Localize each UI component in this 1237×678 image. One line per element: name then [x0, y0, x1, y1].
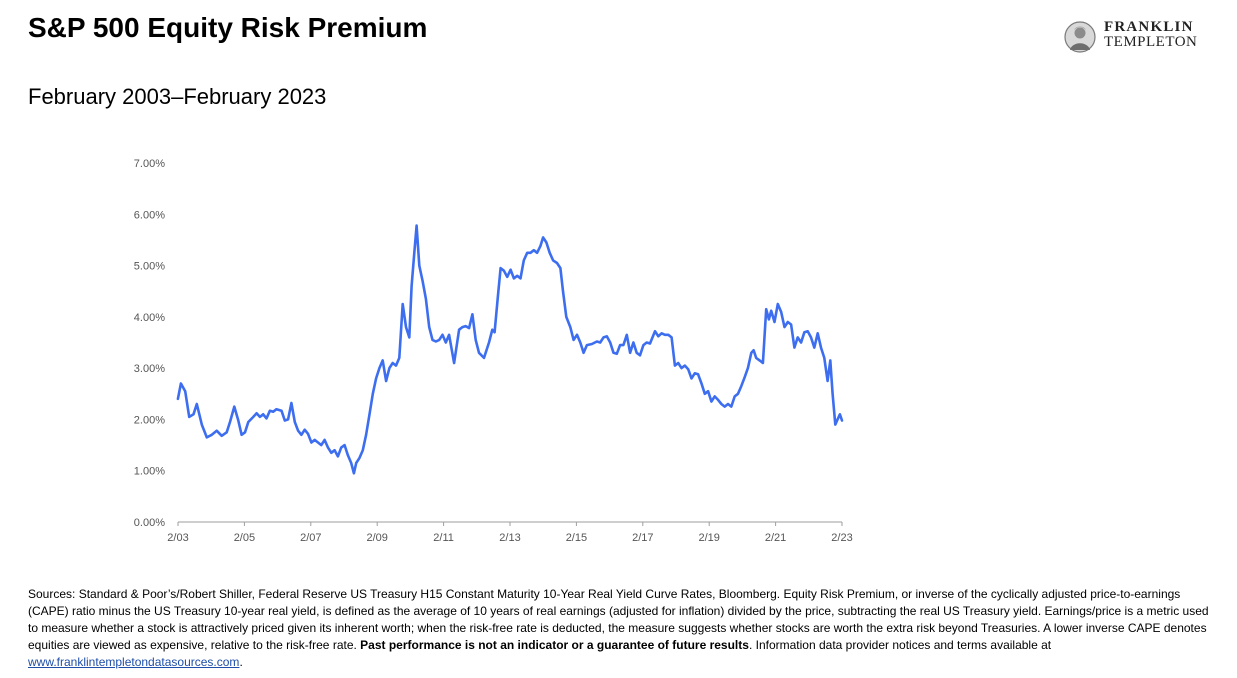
brand-line-1: FRANKLIN	[1104, 19, 1194, 35]
x-tick-label: 2/03	[167, 532, 188, 544]
footnote-end: .	[239, 655, 243, 669]
x-tick-label: 2/21	[765, 532, 786, 544]
y-tick-label: 0.00%	[134, 517, 165, 529]
brand-name: FRANKLIN TEMPLETON	[1104, 20, 1197, 50]
y-tick-label: 5.00%	[134, 261, 165, 273]
x-tick-label: 2/11	[433, 532, 454, 544]
datasources-link[interactable]: www.franklintempletondatasources.com	[28, 655, 240, 669]
equity-risk-premium-chart: 0.00% 1.00% 2.00% 3.00% 4.00% 5.00% 6.00% 7.00%…	[134, 158, 853, 544]
data-provider-notice: . Information data provider notices and …	[748, 638, 1052, 652]
y-tick-label: 7.00%	[134, 158, 165, 170]
page-title: S&P 500 Equity Risk Premium	[28, 12, 428, 43]
x-tick-label: 2/19	[698, 532, 719, 544]
x-tick-label: 2/09	[366, 532, 387, 544]
y-tick-label: 2.00%	[134, 414, 165, 426]
series-line	[176, 224, 844, 475]
x-tick-label: 2/23	[831, 532, 852, 544]
y-tick-label: 6.00%	[134, 209, 165, 221]
x-tick-label: 2/17	[632, 532, 653, 544]
franklin-medallion-icon	[1064, 21, 1096, 53]
y-tick-label: 4.00%	[134, 312, 165, 324]
brand-line-2: TEMPLETON	[1104, 34, 1198, 50]
sources-text: Sources: Standard & Poor’s/Robert Shille…	[28, 587, 1209, 652]
x-axis-tick-labels: 2/03 2/05 2/07 2/09 2/11 2/13 2/15 2/17 2/19 2/21…	[167, 532, 852, 544]
x-tick-label: 2/15	[566, 532, 587, 544]
page-subtitle: February 2003–February 2023	[28, 84, 327, 109]
sources-footnote: Sources: Standard & Poor’s/Robert Shille…	[28, 586, 1218, 671]
y-tick-label: 3.00%	[134, 363, 165, 375]
y-axis-tick-labels: 0.00% 1.00% 2.00% 3.00% 4.00% 5.00% 6.00% 7.00%	[134, 158, 165, 529]
y-tick-label: 1.00%	[134, 466, 165, 478]
x-tick-label: 2/07	[300, 532, 321, 544]
x-tick-label: 2/05	[234, 532, 255, 544]
x-axis-ticks	[177, 522, 843, 526]
performance-disclaimer: Past performance is not an indicator or …	[360, 638, 749, 652]
franklin-templeton-logo: FRANKLIN TEMPLETON	[1062, 18, 1217, 56]
x-tick-label: 2/13	[499, 532, 520, 544]
